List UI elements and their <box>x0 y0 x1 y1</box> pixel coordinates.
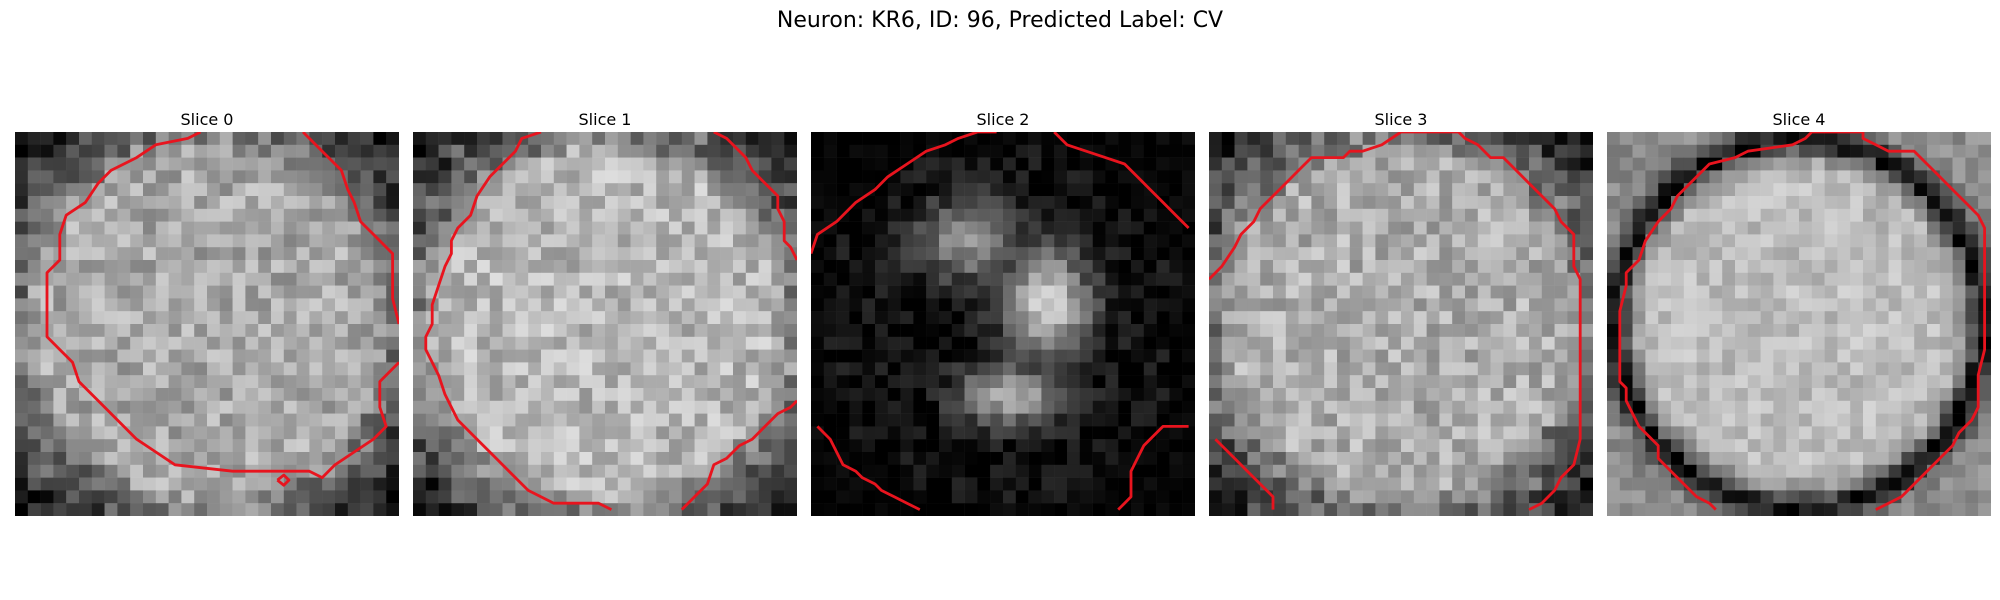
contour-line-1 <box>1053 132 1190 229</box>
slice-panel-3: Slice 3 <box>1209 108 1593 516</box>
slice-image-2 <box>811 132 1195 516</box>
slice-panel-4: Slice 4 <box>1607 108 1991 516</box>
pixel-grid <box>413 132 797 516</box>
contour-line-3 <box>1117 424 1189 511</box>
contour-line-1 <box>713 132 797 261</box>
pixel-grid <box>1209 132 1593 516</box>
slice-image-4 <box>1607 132 1991 516</box>
contour-line-0 <box>1618 132 1987 511</box>
pixel-grid <box>15 132 399 516</box>
pixel-grid <box>811 132 1195 516</box>
slice-panel-1: Slice 1 <box>413 108 797 516</box>
slice-title-3: Slice 3 <box>1374 110 1428 129</box>
contour-line-2 <box>816 425 921 511</box>
contour-line-2 <box>276 473 291 487</box>
slice-panel-2: Slice 2 <box>811 108 1195 516</box>
figure-title: Neuron: KR6, ID: 96, Predicted Label: CV <box>776 8 1224 33</box>
contour-line-0 <box>1209 132 1582 511</box>
contour-line-1 <box>1214 438 1275 510</box>
slice-title-1: Slice 1 <box>578 110 632 129</box>
contour-line-0 <box>45 132 399 480</box>
slice-title-2: Slice 2 <box>976 110 1030 129</box>
slice-image-3 <box>1209 132 1593 516</box>
slice-image-0 <box>15 132 399 516</box>
slice-title-0: Slice 0 <box>180 110 234 129</box>
contour-line-0 <box>424 132 613 511</box>
pixel-grid <box>1607 132 1991 516</box>
slice-panel-0: Slice 0 <box>15 108 399 516</box>
slice-image-1 <box>413 132 797 516</box>
slice-title-4: Slice 4 <box>1772 110 1826 129</box>
contour-line-1 <box>302 132 399 325</box>
contour-line-2 <box>680 399 797 511</box>
contour-line-0 <box>811 132 997 255</box>
